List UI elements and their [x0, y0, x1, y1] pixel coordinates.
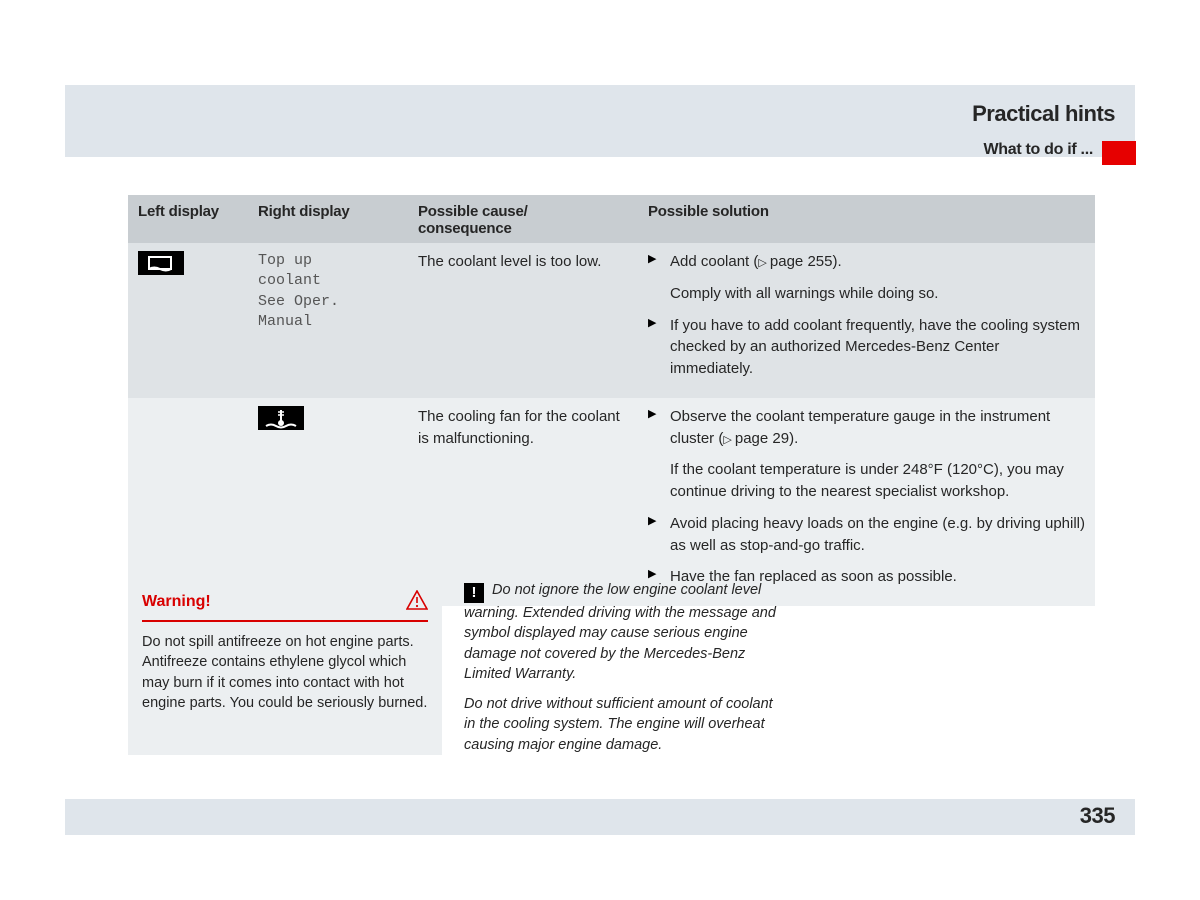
header-band: Practical hints What to do if ...	[65, 85, 1135, 157]
solution-item: Add coolant (page 255).	[648, 251, 1085, 273]
table-row: The cooling fan for the coolant is malfu…	[128, 398, 1095, 606]
solution-list: Add coolant (page 255). Comply with all w…	[648, 251, 1085, 380]
notice-para-2: Do not drive without sufficient amount o…	[464, 694, 784, 755]
cell-solution: Add coolant (page 255). Comply with all w…	[638, 243, 1095, 398]
section-title: What to do if ...	[983, 141, 1093, 159]
solution-item: Avoid placing heavy loads on the engine …	[648, 513, 1085, 557]
col-left-header: Left display	[128, 195, 248, 243]
table-row: Top upcoolantSee Oper. ManualThe coolant…	[128, 243, 1095, 398]
notice-text-1: Do not ignore the low engine coolant lev…	[464, 582, 776, 682]
footer-band: 335	[65, 799, 1135, 835]
page-reference: page 29	[723, 430, 789, 447]
cell-cause: The coolant level is too low.	[408, 243, 638, 398]
notice-column: ! Do not ignore the low engine coolant l…	[464, 580, 784, 755]
solution-item: If you have to add coolant frequently, h…	[648, 315, 1085, 380]
solution-item: Observe the coolant temperature gauge in…	[648, 406, 1085, 450]
col-solution-header: Possible solution	[638, 195, 1095, 243]
page-reference: page 255	[758, 253, 832, 270]
warning-box: Warning! Do not spill antifreeze on hot …	[128, 580, 442, 755]
coolant-level-icon	[138, 251, 184, 275]
col-right-header: Right display	[248, 195, 408, 243]
cell-cause: The cooling fan for the coolant is malfu…	[408, 398, 638, 606]
cell-right-display: Top upcoolantSee Oper. Manual	[248, 243, 408, 398]
coolant-temp-icon	[258, 406, 304, 430]
accent-tab	[1102, 141, 1136, 165]
table-body: Top upcoolantSee Oper. ManualThe coolant…	[128, 243, 1095, 606]
solution-item: Comply with all warnings while doing so.	[648, 283, 1085, 305]
cell-left-display	[128, 398, 248, 606]
cell-left-display	[128, 243, 248, 398]
main-content: Left display Right display Possible caus…	[128, 195, 1095, 606]
exclamation-badge-icon: !	[464, 583, 484, 603]
warning-title: Warning!	[142, 591, 211, 613]
solution-list: Observe the coolant temperature gauge in…	[648, 406, 1085, 588]
solution-item: If the coolant temperature is under 248°…	[648, 459, 1085, 503]
chapter-title: Practical hints	[972, 101, 1115, 127]
warning-body: Do not spill antifreeze on hot engine pa…	[142, 632, 428, 713]
warning-triangle-icon	[406, 590, 428, 614]
cell-solution: Observe the coolant temperature gauge in…	[638, 398, 1095, 606]
diagnostic-table: Left display Right display Possible caus…	[128, 195, 1095, 606]
lower-notes: Warning! Do not spill antifreeze on hot …	[128, 580, 924, 755]
cell-right-display	[248, 398, 408, 606]
table-header-row: Left display Right display Possible caus…	[128, 195, 1095, 243]
notice-para-1: ! Do not ignore the low engine coolant l…	[464, 580, 784, 684]
page-number: 335	[1080, 803, 1115, 829]
col-cause-header: Possible cause/consequence	[408, 195, 638, 243]
warning-header: Warning!	[142, 590, 428, 622]
display-message: Top upcoolantSee Oper. Manual	[258, 251, 398, 332]
